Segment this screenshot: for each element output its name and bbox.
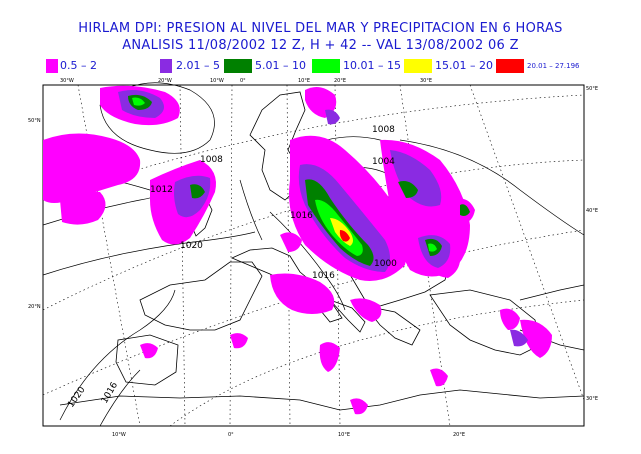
- tick-bottom: 10°W: [112, 432, 126, 438]
- tick-right: 40°E: [586, 208, 598, 214]
- legend-label: 10.01 – 15: [343, 59, 401, 72]
- tick-left: 20°N: [28, 304, 41, 310]
- isobar-label: 1020: [180, 241, 203, 251]
- legend-label: 2.01 – 5: [176, 59, 220, 72]
- tick-top: 20°W: [158, 78, 172, 84]
- map-frame: [42, 84, 585, 427]
- tick-bottom: 20°E: [453, 432, 465, 438]
- tick-bottom: 10°E: [338, 432, 350, 438]
- isobar-label: 1008: [200, 155, 223, 165]
- isobar-label: 1020: [66, 385, 87, 410]
- map-title-line2: ANALISIS 11/08/2002 12 Z, H + 42 -- VAL …: [122, 38, 519, 53]
- tick-right: 50°E: [586, 86, 598, 92]
- tick-top: 20°E: [334, 78, 346, 84]
- isobars: [42, 82, 585, 427]
- isobar-label: 1016: [312, 271, 335, 281]
- legend-swatch-magenta: [46, 59, 58, 73]
- isobar-label: 1016: [290, 211, 313, 221]
- tick-top: 0°: [240, 78, 246, 84]
- tick-top: 30°W: [60, 78, 74, 84]
- tick-top: 10°E: [298, 78, 310, 84]
- legend-swatch-red: [496, 59, 524, 73]
- legend-label: 0.5 – 2: [60, 59, 97, 72]
- tick-left: 50°N: [28, 118, 41, 124]
- isobar-label: 1012: [150, 185, 173, 195]
- tick-bottom: 0°: [228, 432, 234, 438]
- legend-swatch-green: [224, 59, 252, 73]
- precip-20.01-27.196: [339, 230, 350, 242]
- legend-swatch-purple: [160, 59, 172, 73]
- legend-label: 5.01 – 10: [255, 59, 306, 72]
- legend-label: 15.01 – 20: [435, 59, 493, 72]
- tick-right: 30°E: [586, 396, 598, 402]
- isobar-label: 1016: [100, 380, 120, 405]
- isobar-label: 1008: [372, 125, 395, 135]
- map-title-line1: HIRLAM DPI: PRESION AL NIVEL DEL MAR Y P…: [78, 21, 563, 36]
- isobar-label: 1004: [372, 157, 395, 167]
- legend-swatch-yellow: [404, 59, 432, 73]
- tick-top: 10°W: [210, 78, 224, 84]
- legend-label: 20.01 – 27.196: [527, 62, 580, 70]
- legend-swatch-lightgreen: [312, 59, 340, 73]
- precip-0.5-2: [43, 85, 552, 415]
- tick-top: 30°E: [420, 78, 432, 84]
- isobar-label: 1000: [374, 259, 397, 269]
